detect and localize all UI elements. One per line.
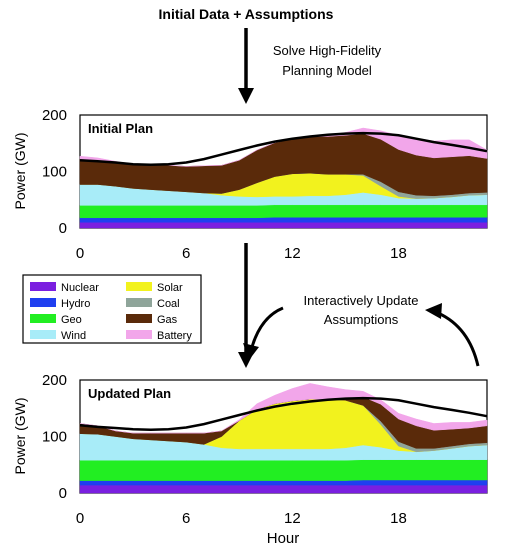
demand-line [79,131,488,166]
legend-label-coal: Coal [157,298,180,310]
x-tick-label: 0 [76,245,84,262]
x-tick-label: 12 [284,510,301,527]
solve-label-line2: Planning Model [282,63,372,78]
y-tick-label: 0 [59,220,67,237]
legend-swatch-wind [30,330,56,339]
updated-plan-chart: Updated Plan 0 100 200 0 6 12 18 Power (GW) [12,372,488,527]
x-axis-label: Hour [267,530,300,547]
legend-label-hydro: Hydro [61,298,90,310]
area-nuclear [79,484,488,494]
chart-title: Updated Plan [88,386,171,401]
area-battery [79,383,488,434]
area-geo [79,204,488,219]
legend-swatch-nuclear [30,282,56,291]
legend-label-solar: Solar [157,282,183,294]
legend-swatch-gas [126,314,152,323]
legend-swatch-solar [126,282,152,291]
legend-swatch-battery [126,330,152,339]
legend-label-gas: Gas [157,314,178,326]
y-tick-label: 200 [42,372,67,389]
update-label-line1: Interactively Update [304,293,419,308]
area-geo [79,459,488,481]
solve-label-line1: Solve High-Fidelity [273,43,382,58]
x-tick-label: 12 [284,245,301,262]
top-label: Initial Data + Assumptions [159,6,334,22]
x-tick-label: 0 [76,510,84,527]
loop-arrow [243,303,480,367]
y-tick-label: 0 [59,485,67,502]
legend-label-battery: Battery [157,330,192,342]
legend-label-nuclear: Nuclear [61,282,99,294]
solve-arrow [238,28,254,104]
area-nuclear [79,222,488,229]
update-label-line2: Assumptions [324,312,399,327]
y-axis-label: Power (GW) [12,133,28,210]
y-axis-label: Power (GW) [12,398,28,475]
legend-swatch-geo [30,314,56,323]
y-tick-label: 200 [42,107,67,124]
x-tick-label: 6 [182,245,190,262]
area-battery [79,127,488,167]
legend-swatch-coal [126,298,152,307]
chart-title: Initial Plan [88,121,153,136]
legend: Nuclear Hydro Geo Wind Solar Coal Gas Battery [22,274,202,344]
x-tick-label: 6 [182,510,190,527]
y-tick-label: 100 [42,429,67,446]
x-tick-label: 18 [390,245,407,262]
y-tick-label: 100 [42,164,67,181]
demand-line [79,396,488,431]
legend-label-geo: Geo [61,314,82,326]
initial-plan-chart: Initial Plan 0 100 200 0 6 12 18 Power (GW) [12,107,488,262]
x-tick-label: 18 [390,510,407,527]
legend-swatch-hydro [30,298,56,307]
legend-label-wind: Wind [61,330,86,342]
